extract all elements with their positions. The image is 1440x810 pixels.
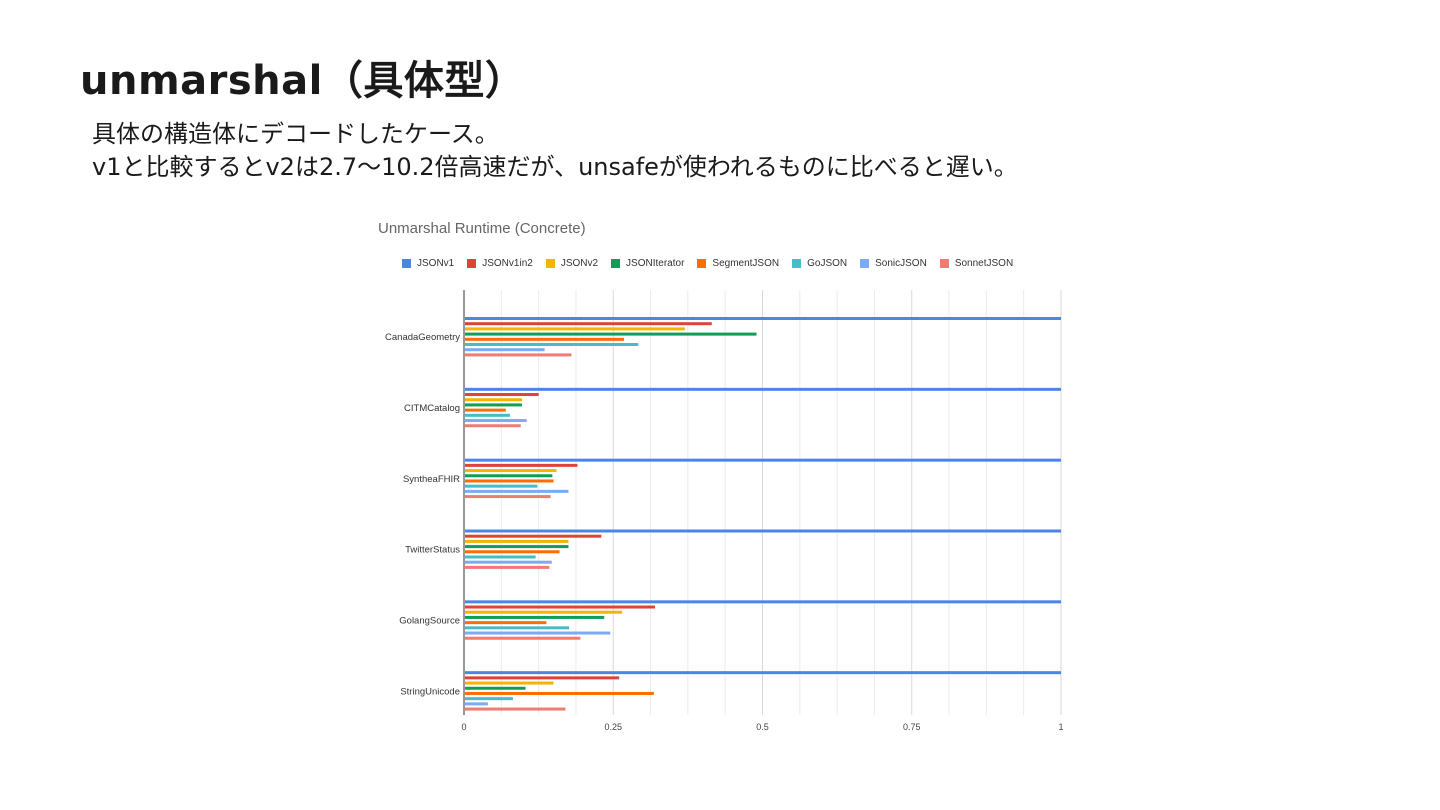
legend-swatch [545,259,555,268]
bar [465,605,656,609]
bar [465,317,1061,320]
x-tick-label: 0.25 [604,722,622,732]
bar [465,484,538,488]
legend-swatch [792,259,802,268]
chart-legend: JSONv1 JSONv1in2 JSONv2 JSONIterator Segment… [402,258,1026,269]
bar [465,458,1061,462]
x-tick-label: 0.75 [903,722,921,732]
body-line: v1と比較するとv2は2.7〜10.2倍高速だが、unsafeが使われるものに比… [92,153,1018,181]
bar [465,413,510,417]
bar [465,419,527,423]
bar [465,560,552,564]
bar [465,545,569,549]
legend-swatch [402,259,411,268]
bar [465,691,654,695]
legend-item: JSONv1 [402,258,454,269]
bar [465,636,581,640]
bar [465,343,639,346]
chart-title: Unmarshal Runtime (Concrete) [378,220,586,237]
legend-label: GoJSON [807,258,848,269]
legend-label: JSONIterator [626,258,685,269]
bar [465,348,545,352]
bar [465,479,554,483]
legend-item: JSONv1in2 [467,258,533,269]
body-line: 具体の構造体にデコードしたケース。 [92,120,499,148]
legend-item: JSONv2 [545,258,599,269]
category-label: StringUnicode [400,686,460,697]
bar [465,555,536,559]
category-label: CITMCatalog [404,403,460,414]
bar [465,631,611,635]
bar [465,474,553,478]
bar [465,495,551,499]
chart-container: Unmarshal Runtime (Concrete) JSONv1 JSONv… [360,210,1080,750]
bar [465,615,605,619]
legend-swatch [697,259,707,268]
category-label: GolangSource [399,616,460,627]
bar [465,529,1061,533]
bar [465,686,526,690]
bar [465,621,547,625]
bar [465,702,488,706]
legend-label: SegmentJSON [712,258,780,269]
bar [465,550,560,554]
bar [465,322,712,326]
legend-label: JSONv2 [560,258,599,269]
legend-swatch [611,259,621,268]
bar [465,626,570,630]
bar [465,387,1061,391]
x-tick-label: 1 [1058,722,1063,732]
legend-label: SonicJSON [875,258,927,269]
bar [465,707,566,711]
legend-label: JSONv1in2 [482,258,533,269]
category-label: CanadaGeometry [385,332,460,343]
legend-swatch [467,259,477,268]
bar [465,337,624,341]
bar [465,393,539,397]
slide-title: unmarshal（具体型） [80,58,526,104]
legend-item: GoJSON [792,258,847,269]
bar [465,353,572,357]
x-tick-label: 0.5 [756,722,769,732]
category-label: SyntheaFHIR [403,474,460,485]
legend-item: SonicJSON [860,258,927,269]
legend-label: SonnetJSON [954,258,1014,269]
bar [465,676,620,680]
bar [465,539,569,543]
category-label: TwitterStatus [405,545,460,556]
bar [465,681,554,685]
slide-body: 具体の構造体にデコードしたケース。 v1と比較するとv2は2.7〜10.2倍高速… [92,118,1018,184]
bar [465,424,521,428]
bar [465,398,522,402]
legend-item: SegmentJSON [697,258,779,269]
bar [465,403,522,407]
bar [465,408,506,412]
bar [465,463,578,467]
bar [465,332,757,336]
legend-swatch [860,259,870,268]
legend-label: JSONv1 [417,258,455,269]
x-tick-label: 0 [461,722,466,732]
legend-item: SonnetJSON [939,258,1014,269]
legend-swatch [939,259,949,268]
bar [465,469,557,473]
bar [465,327,685,331]
bar [465,671,1061,675]
bar [465,534,602,538]
bar [465,489,569,493]
legend-item: JSONIterator [611,258,684,269]
bar [465,610,623,614]
bar [465,565,550,569]
chart-plot: 0 0.25 0.5 0.75 1 CanadaGeometry CITMCatalog Sy… [385,290,1064,732]
bar [465,600,1061,604]
bar [465,697,513,701]
